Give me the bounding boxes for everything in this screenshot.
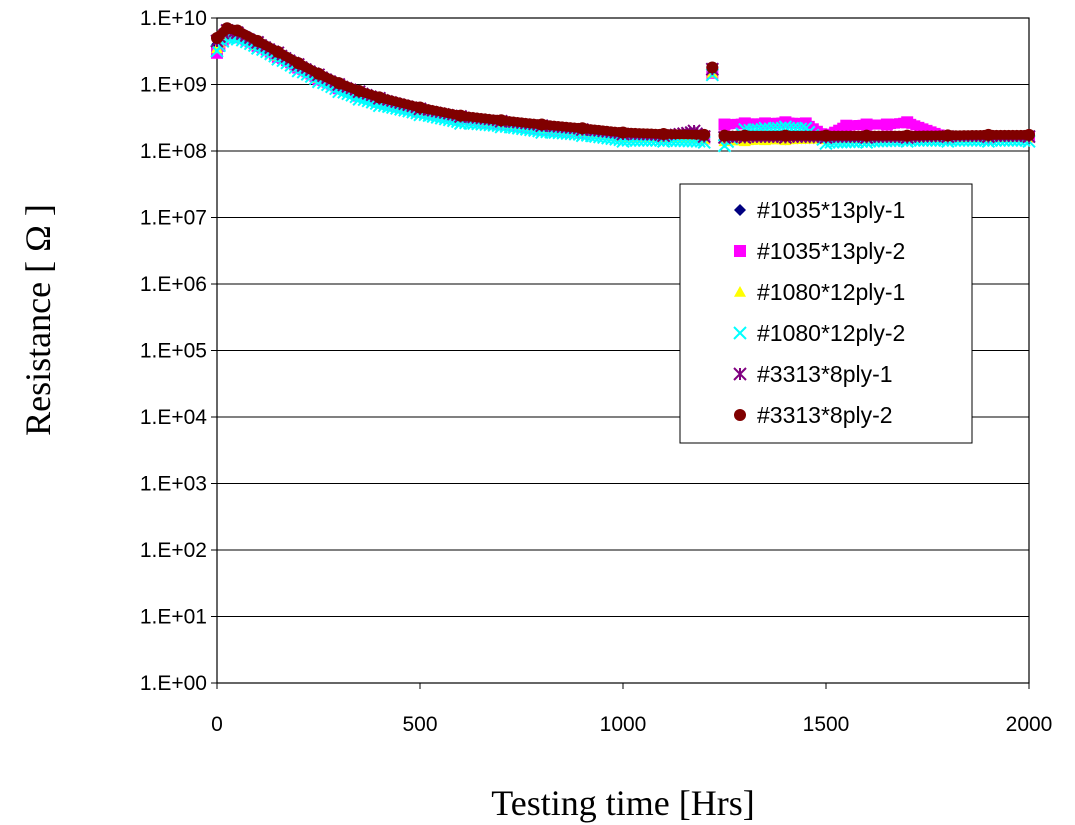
y-tick-label: 1.E+03 [140,473,207,496]
legend-item: #1035*13ply-2 [734,238,905,264]
series-layer [210,22,1036,153]
series-data-point [495,114,508,127]
series-data-point [657,128,670,141]
series-data-point [860,118,873,131]
series-data-point [373,91,386,104]
legend-label: #1080*12ply-2 [757,320,905,346]
series-data-point [271,45,284,58]
x-tick-label: 2000 [1006,713,1053,736]
legend-marker [734,286,746,297]
y-tick-label: 1.E+01 [140,606,207,629]
y-axis-title: Resistance [ Ω ] [18,204,58,436]
series-data-point [738,117,751,130]
series-data-point [210,44,224,58]
series-data-point [535,118,548,131]
legend-label: #3313*8ply-2 [757,402,893,428]
series-data-point [880,118,893,131]
series-data-point [353,84,366,97]
series-data-point [617,126,629,139]
series-data-point [820,129,832,142]
series-data-point [860,129,873,142]
legend: #1035*13ply-1 #1035*13ply-2 #1080*12ply-1 #… [679,183,973,444]
series-data-point [718,118,731,131]
series-data-point [718,129,731,142]
y-tick-label: 1.E+09 [140,74,207,97]
legend-item: #1080*12ply-1 [734,279,905,305]
series-data-point [211,32,223,45]
y-tick-label: 1.E+02 [140,539,207,562]
series-data-point [454,109,467,122]
series-data-point [292,57,305,70]
series-data-point [738,129,751,142]
y-axis-ticks: 1.E+00 1.E+01 1.E+02 1.E+03 1.E+04 1.E+05 1.E+… [140,7,217,695]
series-data-point [251,35,264,48]
series-data-point [332,77,345,90]
y-tick-label: 1.E+10 [140,7,207,30]
legend-box [679,183,973,444]
legend-item: #1080*12ply-2 [733,320,905,346]
y-tick-label: 1.E+04 [140,406,207,429]
legend-item: #3313*8ply-2 [734,402,893,428]
series-data-point [840,119,853,132]
legend-marker [733,367,747,381]
y-tick-label: 1.E+08 [140,140,207,163]
x-tick-label: 1000 [600,713,647,736]
series-data-point [941,129,954,142]
y-tick-label: 1.E+05 [140,340,207,363]
series-data-point [1023,128,1035,141]
series-data-point [414,101,426,114]
series-data-point [231,24,244,37]
y-tick-label: 1.E+06 [140,273,207,296]
legend-item: #1035*13ply-1 [734,197,905,223]
series-data-point [901,129,914,142]
y-tick-label: 1.E+07 [140,207,207,230]
legend-label: #1035*13ply-2 [757,238,905,264]
series-data-point [779,129,792,142]
legend-item: #3313*8ply-1 [733,361,893,387]
legend-label: #1080*12ply-1 [757,279,905,305]
x-axis-ticks: 0 500 1000 1500 2000 [211,683,1052,736]
x-tick-label: 500 [402,713,437,736]
series-data-point [211,42,223,54]
x-tick-label: 1500 [803,713,850,736]
x-axis-title: Testing time [Hrs] [491,783,754,823]
series-data-point [706,61,719,74]
legend-label: #3313*8ply-1 [757,361,893,387]
legend-marker [734,409,746,421]
legend-marker [734,245,746,257]
series-data-point [221,22,234,35]
legend-marker [733,326,747,340]
series-data-point [312,67,325,80]
legend-marker [734,204,746,216]
series-data-point [901,116,914,129]
series-data-point [698,128,711,141]
series-data-point [576,122,589,135]
x-tick-label: 0 [211,713,223,736]
y-tick-label: 1.E+00 [140,672,207,695]
legend-label: #1035*13ply-1 [757,197,905,223]
series-6 [211,22,1035,142]
series-data-point [982,128,995,141]
